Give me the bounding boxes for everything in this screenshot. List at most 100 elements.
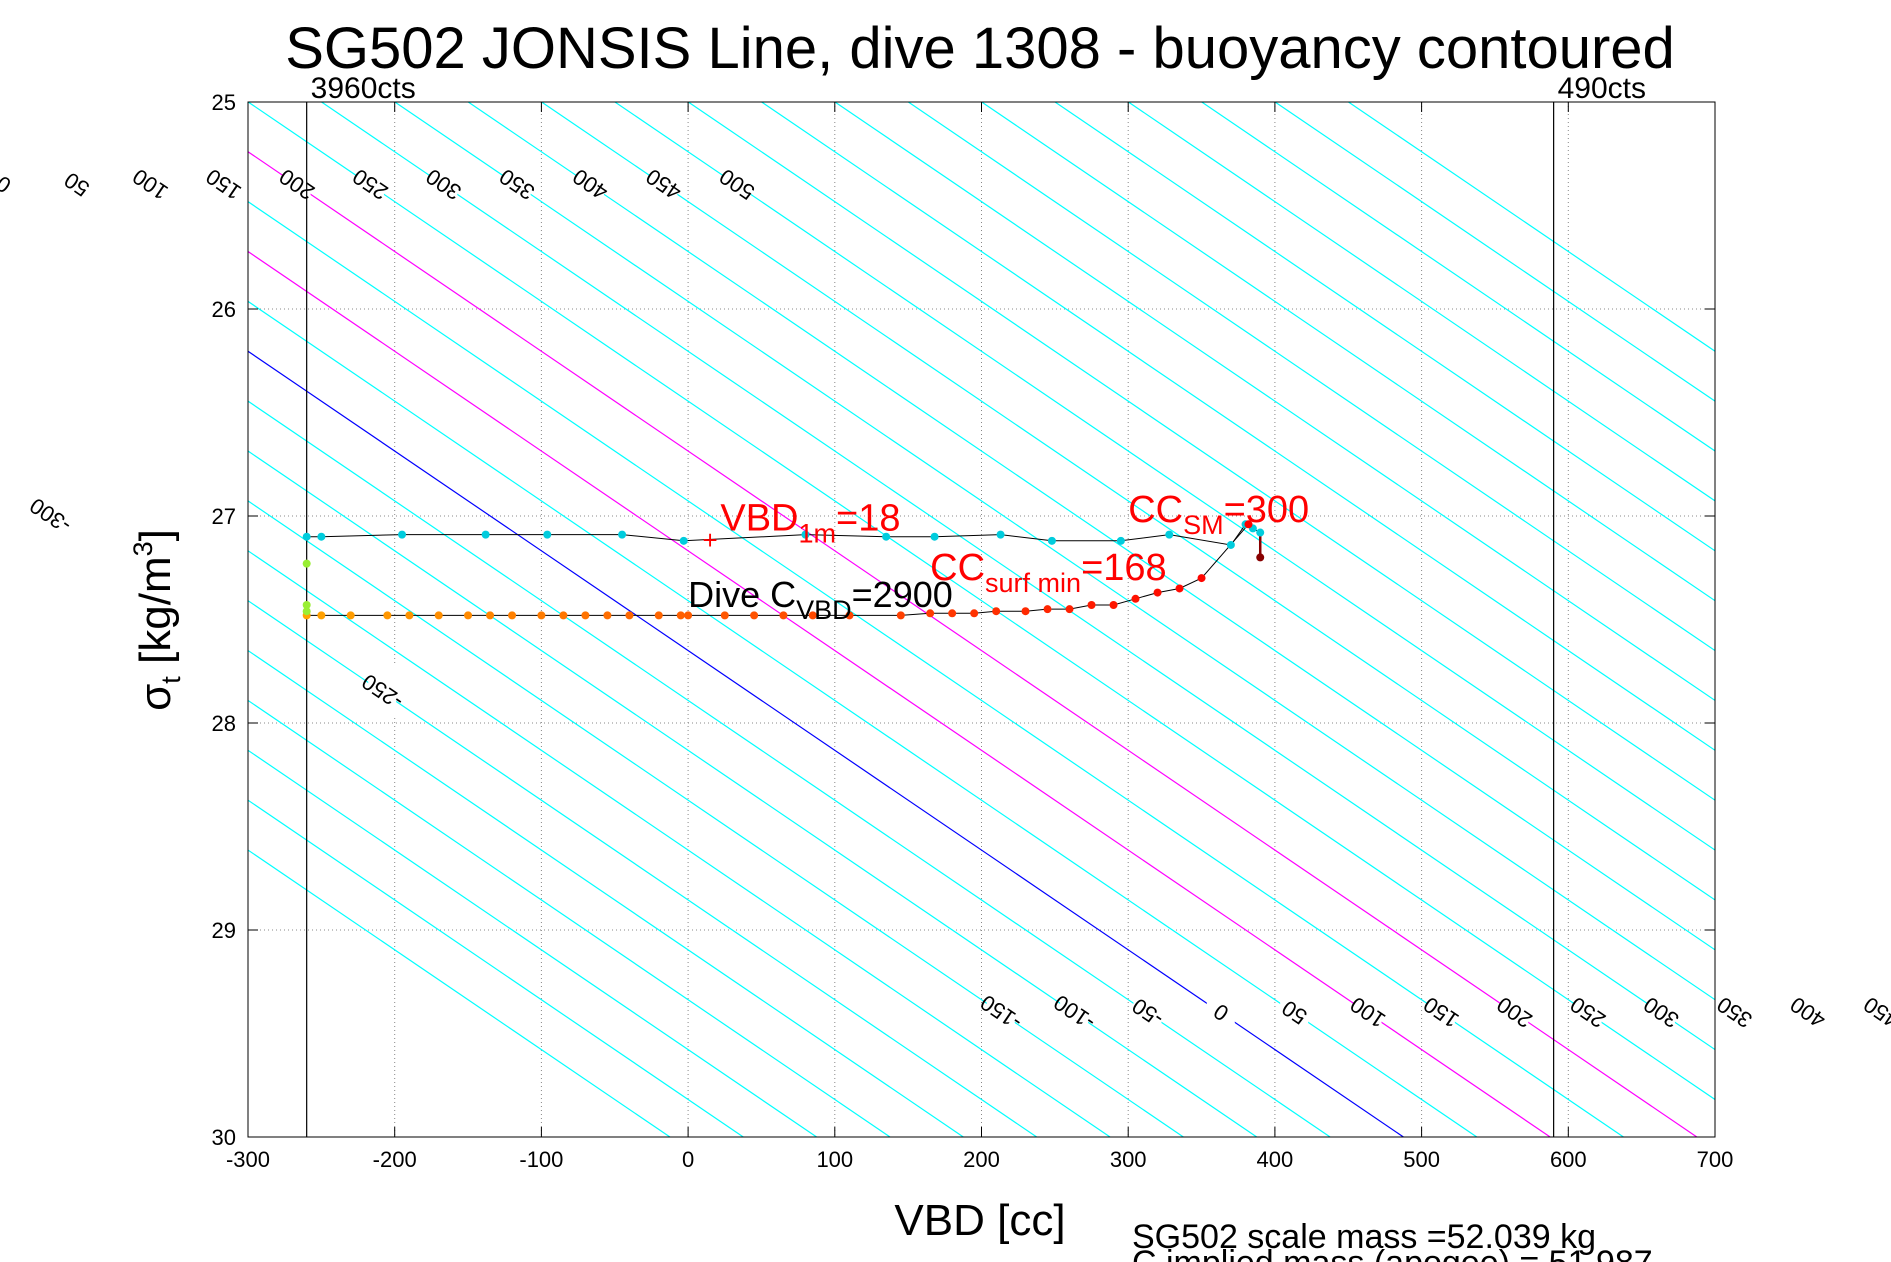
y-tick-label: 27 — [212, 504, 236, 529]
contour-line — [467, 102, 1715, 951]
upper-point — [1165, 530, 1174, 539]
grid — [248, 102, 1715, 1137]
lower-point — [486, 611, 495, 620]
contour-line — [248, 300, 1478, 1137]
vbd-limit-label: 490cts — [1558, 72, 1646, 105]
upper-point — [679, 536, 688, 545]
vbd-limit-lines: 3960cts 490cts — [306, 72, 1646, 1137]
contour-line — [834, 102, 1715, 702]
contour-label-bg — [1133, 986, 1162, 1039]
upper-point — [398, 530, 407, 539]
annotation-value: =168 — [1081, 547, 1167, 589]
contour-label-bg — [1500, 986, 1529, 1039]
lower-point — [1131, 594, 1140, 603]
upper-point — [1256, 528, 1265, 537]
annotation-main: CC — [930, 547, 985, 589]
annotation-main: CC — [1128, 489, 1183, 531]
x-tick-label: 400 — [1257, 1147, 1294, 1172]
x-tick-label: 200 — [963, 1147, 1000, 1172]
contour-label-bg — [722, 158, 751, 211]
upper-point — [1047, 536, 1056, 545]
contour-line — [321, 102, 1715, 1051]
contour-line — [687, 102, 1715, 801]
lower-point — [1109, 601, 1118, 610]
annotation-main: VBD — [720, 497, 798, 539]
buoyancy-contours — [248, 102, 1715, 1137]
contour-line — [541, 102, 1715, 901]
annotation-text: CCSM=300 — [1128, 489, 1309, 540]
contour-line — [248, 500, 1184, 1137]
contour-label-bg — [0, 158, 18, 211]
upper-point — [481, 530, 490, 539]
contour-label-bg — [1720, 986, 1749, 1039]
lower-point — [317, 611, 326, 620]
lower-point — [1244, 520, 1253, 529]
contour-line — [248, 550, 1111, 1137]
green-point — [302, 607, 311, 616]
chart-title: SG502 JONSIS Line, dive 1308 - buoyancy … — [285, 16, 1675, 81]
contour-label-bg — [1866, 986, 1891, 1039]
green-point — [302, 559, 311, 568]
footer-implied-mass: C implied mass (apogee) = 51.987 — [1132, 1244, 1653, 1262]
lower-point — [581, 611, 590, 620]
contour-label-bg — [355, 158, 384, 211]
footer-scale-mass: SG502 scale mass =52.039 kg — [1132, 1218, 1596, 1256]
contour-label-bg — [1793, 986, 1822, 1039]
contour-label-bg — [1646, 986, 1675, 1039]
lower-point — [779, 611, 788, 620]
annotation-marker: + — [703, 525, 718, 555]
x-tick-label: -300 — [226, 1147, 270, 1172]
contour-line — [248, 799, 744, 1137]
contour-label-bg — [209, 158, 238, 211]
contour-label-bg — [1280, 986, 1309, 1039]
contour-line — [981, 102, 1715, 602]
annotation-value: =300 — [1224, 489, 1310, 531]
y-tick-label: 28 — [212, 711, 236, 736]
x-tick-label: 300 — [1110, 1147, 1147, 1172]
lower-point — [654, 611, 663, 620]
lower-point — [383, 611, 392, 620]
contour-line — [1274, 102, 1715, 402]
x-axis-ticks: -300 -200 -100 0 100 200 300 400 500 600 700 — [226, 102, 1733, 1172]
lower-point — [1087, 601, 1096, 610]
contour-line — [1128, 102, 1715, 502]
contour-label-bg — [986, 986, 1015, 1039]
contour-label-bg — [649, 158, 678, 211]
vbd-limit-label: 3960cts — [311, 72, 416, 105]
upper-point — [1226, 540, 1235, 549]
lower-point — [1043, 605, 1052, 614]
contour-line — [248, 102, 1715, 1101]
x-tick-label: 0 — [682, 1147, 694, 1172]
upper-point — [882, 532, 891, 541]
dive-series — [302, 520, 1265, 620]
x-tick-label: -100 — [519, 1147, 563, 1172]
y-label-sub: t — [156, 676, 186, 684]
x-tick-label: 500 — [1403, 1147, 1440, 1172]
contour-line — [761, 102, 1715, 752]
contour-line — [394, 102, 1715, 1001]
annotation-value: =18 — [836, 497, 900, 539]
x-tick-label: 100 — [816, 1147, 853, 1172]
annotation-sub: 1m — [799, 518, 837, 548]
contour-line — [248, 450, 1258, 1137]
y-tick-label: 25 — [212, 90, 236, 115]
y-label-sigma: σ — [131, 684, 180, 711]
y-axis-ticks: 25 26 27 28 29 30 — [212, 90, 1715, 1150]
contour-line — [248, 400, 1331, 1137]
contour-line — [248, 849, 671, 1137]
contour-label-bg — [62, 158, 91, 211]
lower-point — [926, 609, 935, 618]
y-tick-label: 29 — [212, 918, 236, 943]
upper-point — [930, 532, 939, 541]
annotation-text: Dive CVBD=2900 — [688, 574, 953, 625]
contour-line — [248, 649, 964, 1137]
lower-point — [537, 611, 546, 620]
contour-label-bg — [1353, 986, 1382, 1039]
dark-point — [1256, 553, 1265, 562]
lower-point — [845, 611, 854, 620]
lower-point — [625, 611, 634, 620]
lower-point — [1175, 584, 1184, 593]
annotation-main: Dive C — [688, 574, 796, 615]
